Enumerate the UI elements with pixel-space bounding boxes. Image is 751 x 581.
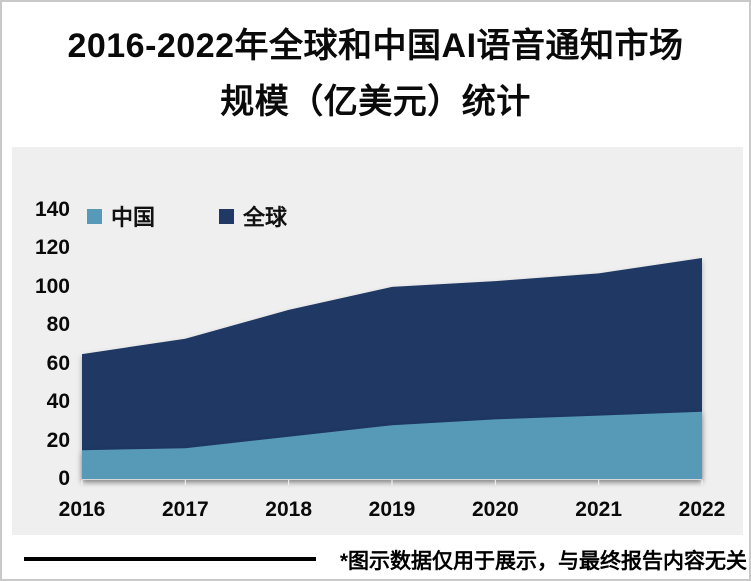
china-legend-label: 中国 [111, 205, 156, 230]
y-axis-label: 40 [46, 390, 70, 414]
chart-title-line2: 规模（亿美元）统计 [220, 83, 531, 121]
y-axis-label: 0 [58, 467, 70, 490]
footer-rule [24, 557, 316, 561]
y-axis-label: 120 [34, 236, 70, 260]
y-axis-label: 100 [34, 274, 70, 298]
global-legend-swatch-icon [219, 208, 235, 224]
global-legend-label: 全球 [243, 205, 288, 230]
chart-title: 2016-2022年全球和中国AI语音通知市场 规模（亿美元）统计 [2, 18, 749, 130]
china-legend-swatch-icon [87, 208, 102, 224]
legend-item-global: 全球 [219, 200, 287, 232]
chart-panel: 中国 全球 0 20 40 60 80 100 120 140 2016 2017 2018 2019… [12, 147, 743, 535]
chart-legend: 中国 全球 [87, 200, 287, 232]
x-axis-label: 2018 [265, 498, 313, 521]
y-axis-label: 20 [46, 428, 70, 452]
x-axis-label: 2021 [575, 498, 623, 521]
x-axis-label: 2019 [368, 498, 416, 521]
y-axis-label: 60 [46, 351, 70, 375]
x-axis-label: 2016 [58, 498, 106, 521]
chart-title-line1: 2016-2022年全球和中国AI语音通知市场 [67, 27, 684, 65]
area-chart [81, 258, 703, 485]
china-area-series [82, 411, 702, 479]
x-axis-label: 2020 [471, 498, 519, 521]
x-axis-label: 2017 [161, 498, 209, 521]
y-axis-label: 140 [34, 198, 70, 221]
y-axis-label: 80 [46, 313, 70, 337]
footer-disclaimer: *图示数据仅用于展示，与最终报告内容无关 [339, 550, 747, 573]
legend-item-china: 中国 [87, 200, 155, 232]
x-axis-label: 2022 [678, 498, 726, 521]
chart-footer: *图示数据仅用于展示，与最终报告内容无关 [2, 542, 749, 579]
